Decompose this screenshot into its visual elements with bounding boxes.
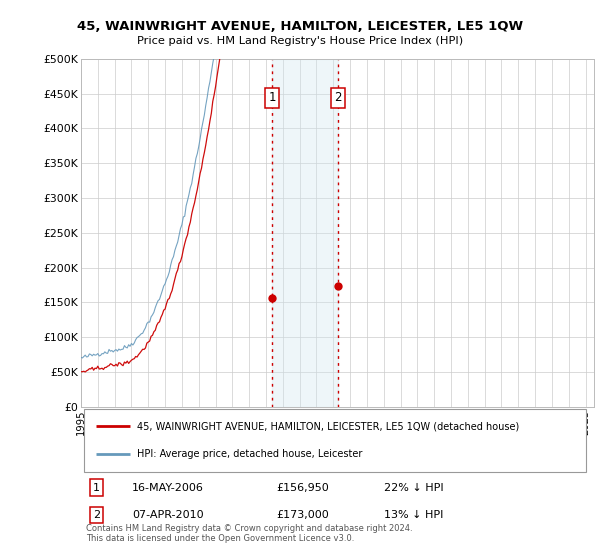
Text: 2: 2 [334,91,341,104]
Text: £156,950: £156,950 [276,483,329,493]
Text: 13% ↓ HPI: 13% ↓ HPI [383,510,443,520]
Text: 45, WAINWRIGHT AVENUE, HAMILTON, LEICESTER, LE5 1QW: 45, WAINWRIGHT AVENUE, HAMILTON, LEICEST… [77,20,523,32]
Text: Price paid vs. HM Land Registry's House Price Index (HPI): Price paid vs. HM Land Registry's House … [137,36,463,46]
FancyBboxPatch shape [83,409,586,472]
Text: Contains HM Land Registry data © Crown copyright and database right 2024.
This d: Contains HM Land Registry data © Crown c… [86,524,413,543]
Text: 1: 1 [93,483,100,493]
Text: 22% ↓ HPI: 22% ↓ HPI [383,483,443,493]
Text: 1: 1 [268,91,276,104]
Bar [272,59,338,407]
Text: 45, WAINWRIGHT AVENUE, HAMILTON, LEICESTER, LE5 1QW (detached house): 45, WAINWRIGHT AVENUE, HAMILTON, LEICEST… [137,421,520,431]
Text: 2: 2 [93,510,100,520]
Text: 16-MAY-2006: 16-MAY-2006 [133,483,204,493]
Text: 07-APR-2010: 07-APR-2010 [133,510,204,520]
Text: £173,000: £173,000 [276,510,329,520]
Text: HPI: Average price, detached house, Leicester: HPI: Average price, detached house, Leic… [137,449,363,459]
